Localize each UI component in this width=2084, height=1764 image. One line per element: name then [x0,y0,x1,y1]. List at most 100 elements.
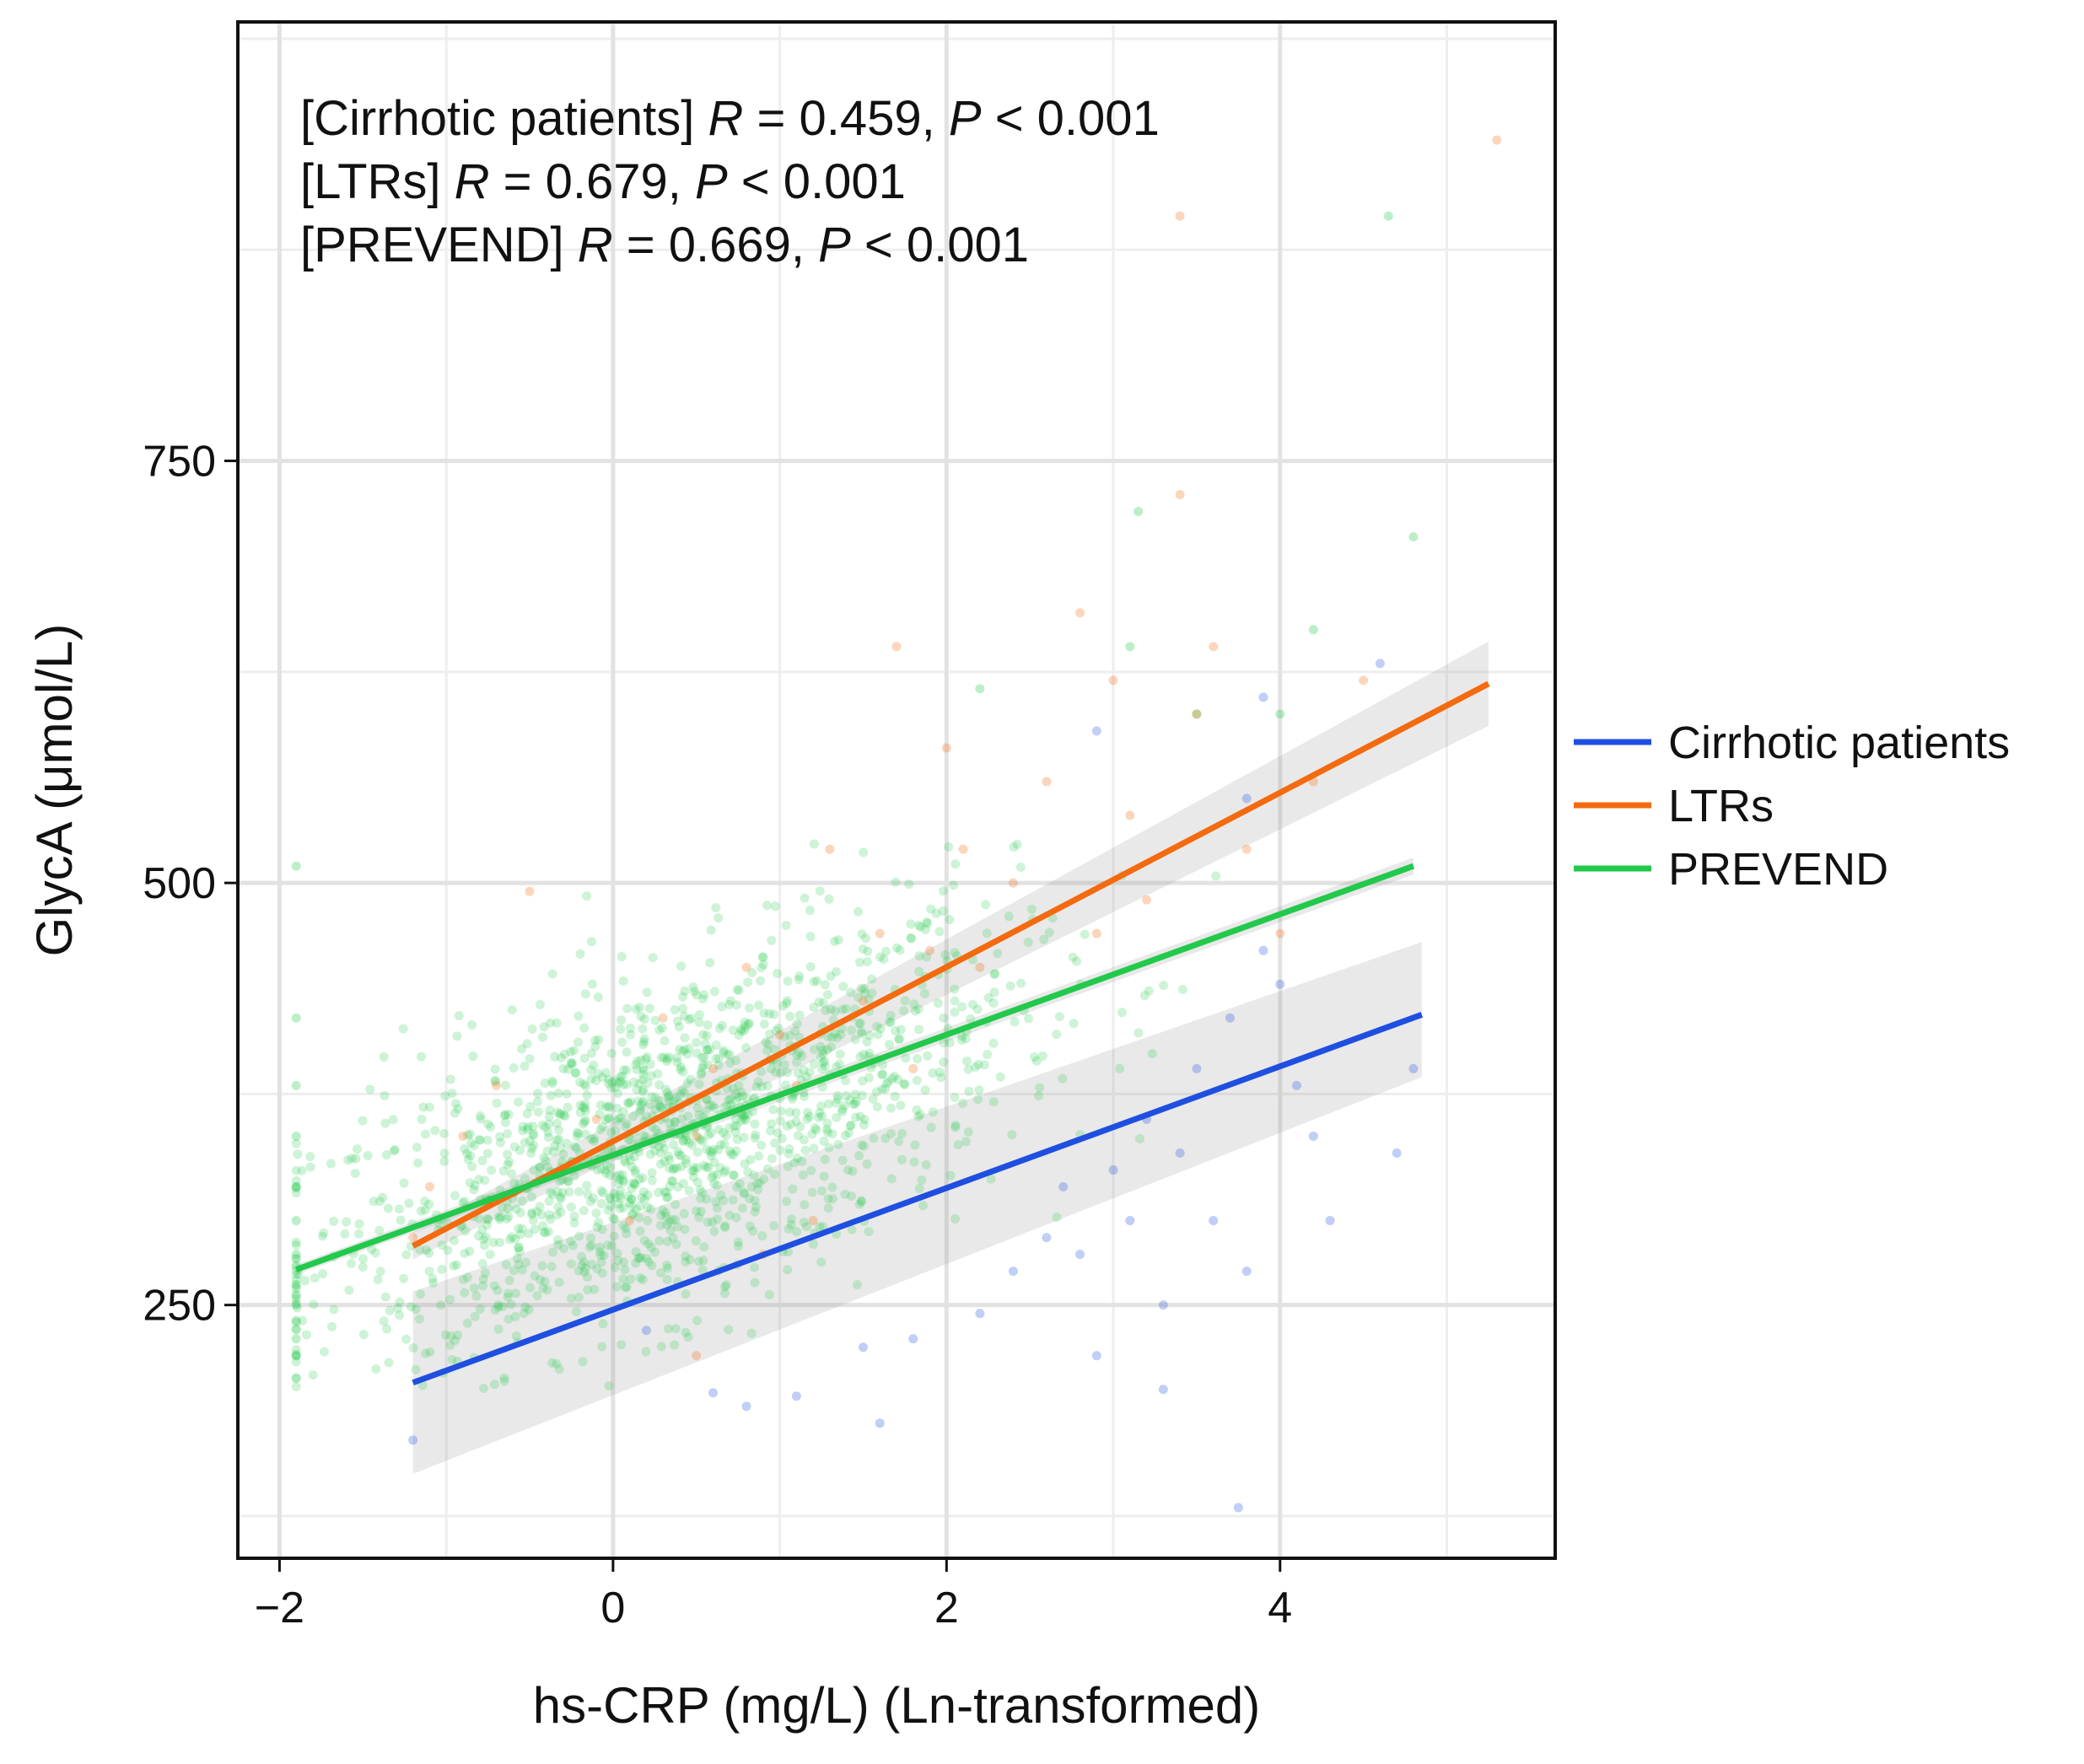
point-prevend [950,1007,960,1017]
point-prevend [756,976,766,986]
point-prevend [506,1299,516,1310]
point-prevend [724,1123,735,1133]
point-prevend [738,1091,748,1101]
point-prevend [773,968,783,978]
point-prevend [678,1067,688,1077]
point-prevend [799,1217,809,1227]
point-prevend [291,1250,301,1260]
point-prevend [784,1143,794,1154]
point-prevend [611,1076,621,1086]
ci-band [412,942,1422,1474]
point-prevend [864,1048,875,1058]
point-prevend [655,1148,665,1158]
point-prevend [800,1145,810,1155]
annotation-text: < 0.001 [728,154,906,209]
point-prevend [1068,952,1078,962]
point-prevend [622,1229,632,1239]
point-prevend [791,1116,801,1127]
point-prevend [700,1039,710,1049]
point-prevend [503,1129,513,1139]
point-prevend [556,1207,566,1218]
point-prevend [647,1261,657,1271]
point-prevend [544,1197,554,1207]
point-prevend [291,1080,301,1090]
point-prevend [782,1068,792,1078]
point-prevend [682,1078,692,1089]
point-prevend [748,1106,758,1116]
point-prevend [1135,1134,1145,1144]
point-prevend [412,1142,422,1152]
point-prevend [724,1210,735,1220]
point-prevend [388,1115,398,1125]
point-prevend [847,1224,857,1234]
point-prevend [983,992,994,1003]
point-prevend [956,1031,967,1041]
point-prevend [595,1246,605,1256]
fit-line [412,1012,1424,1386]
point-prevend [795,1121,805,1132]
point-prevend [1275,709,1285,719]
point-prevend [702,1194,712,1204]
point-prevend [482,1135,493,1145]
point-prevend [938,906,948,916]
point-prevend [583,1189,593,1199]
point-prevend [305,1162,315,1172]
point-prevend [750,1133,760,1143]
point-prevend [800,1200,810,1210]
point-prevend [1039,934,1049,944]
point-prevend [638,1131,649,1141]
point-prevend [669,1095,679,1105]
point-prevend [509,1178,520,1188]
point-prevend [878,1069,888,1079]
point-prevend [628,1208,638,1218]
point-prevend [714,1024,724,1034]
point-prevend [439,1148,450,1159]
point-prevend [694,1010,704,1020]
point-prevend [631,1004,641,1014]
point-prevend [818,1049,828,1059]
point-prevend [590,1035,600,1046]
point-prevend [719,1127,729,1137]
point-prevend [850,1099,860,1109]
point-prevend [859,1115,870,1125]
point-prevend [714,913,724,923]
point-prevend [507,1232,517,1242]
point-prevend [422,1245,432,1256]
point-prevend [510,1311,520,1321]
point-prevend [732,1182,742,1192]
point-prevend [759,1019,769,1029]
point-prevend [454,1011,464,1021]
point-prevend [383,1203,393,1213]
point-prevend [971,1062,981,1073]
point-ltrs [458,1131,468,1141]
point-prevend [993,949,1003,959]
point-prevend [630,1179,640,1189]
point-prevend [385,1305,395,1315]
point-prevend [291,1317,301,1327]
point-prevend [556,1109,566,1119]
annotation-line: [Cirrhotic patients] R = 0.459, P < 0.00… [300,91,1160,146]
point-prevend [833,1139,843,1149]
point-prevend [605,1192,615,1202]
point-prevend [767,1119,777,1129]
point-prevend [622,1003,633,1014]
point-prevend [515,1145,525,1155]
point-prevend [639,1065,649,1075]
point-prevend [606,1127,617,1137]
point-prevend [739,1132,749,1143]
point-prevend [540,1078,550,1088]
point-cirrhotic [1042,1233,1052,1243]
point-prevend [679,1011,689,1021]
point-prevend [614,1078,624,1088]
point-prevend [679,1179,689,1189]
point-ltrs [424,1182,434,1192]
point-ltrs [925,945,935,955]
point-prevend [488,1237,498,1247]
point-cirrhotic [708,1388,719,1398]
point-prevend [757,962,767,972]
point-prevend [668,1164,678,1175]
point-prevend [562,1089,572,1099]
point-prevend [547,1247,557,1257]
point-prevend [784,1148,794,1159]
point-prevend [743,1167,753,1177]
